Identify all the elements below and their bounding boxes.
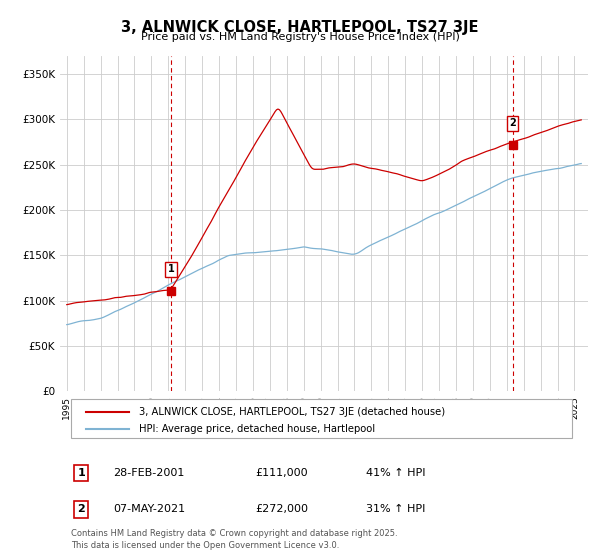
Text: HPI: Average price, detached house, Hartlepool: HPI: Average price, detached house, Hart…	[139, 423, 376, 433]
Text: 2: 2	[509, 119, 516, 128]
Text: 41% ↑ HPI: 41% ↑ HPI	[366, 468, 426, 478]
FancyBboxPatch shape	[71, 399, 572, 438]
Text: 3, ALNWICK CLOSE, HARTLEPOOL, TS27 3JE: 3, ALNWICK CLOSE, HARTLEPOOL, TS27 3JE	[121, 20, 479, 35]
Text: 31% ↑ HPI: 31% ↑ HPI	[366, 505, 425, 515]
Text: Price paid vs. HM Land Registry's House Price Index (HPI): Price paid vs. HM Land Registry's House …	[140, 32, 460, 43]
Text: £272,000: £272,000	[256, 505, 308, 515]
Text: 1: 1	[77, 468, 85, 478]
Text: £111,000: £111,000	[256, 468, 308, 478]
Text: 1: 1	[167, 264, 175, 274]
Text: 3, ALNWICK CLOSE, HARTLEPOOL, TS27 3JE (detached house): 3, ALNWICK CLOSE, HARTLEPOOL, TS27 3JE (…	[139, 407, 445, 417]
Text: This data is licensed under the Open Government Licence v3.0.: This data is licensed under the Open Gov…	[71, 541, 339, 550]
Text: 28-FEB-2001: 28-FEB-2001	[113, 468, 184, 478]
Text: 07-MAY-2021: 07-MAY-2021	[113, 505, 185, 515]
Text: Contains HM Land Registry data © Crown copyright and database right 2025.: Contains HM Land Registry data © Crown c…	[71, 529, 397, 538]
Text: 2: 2	[77, 505, 85, 515]
